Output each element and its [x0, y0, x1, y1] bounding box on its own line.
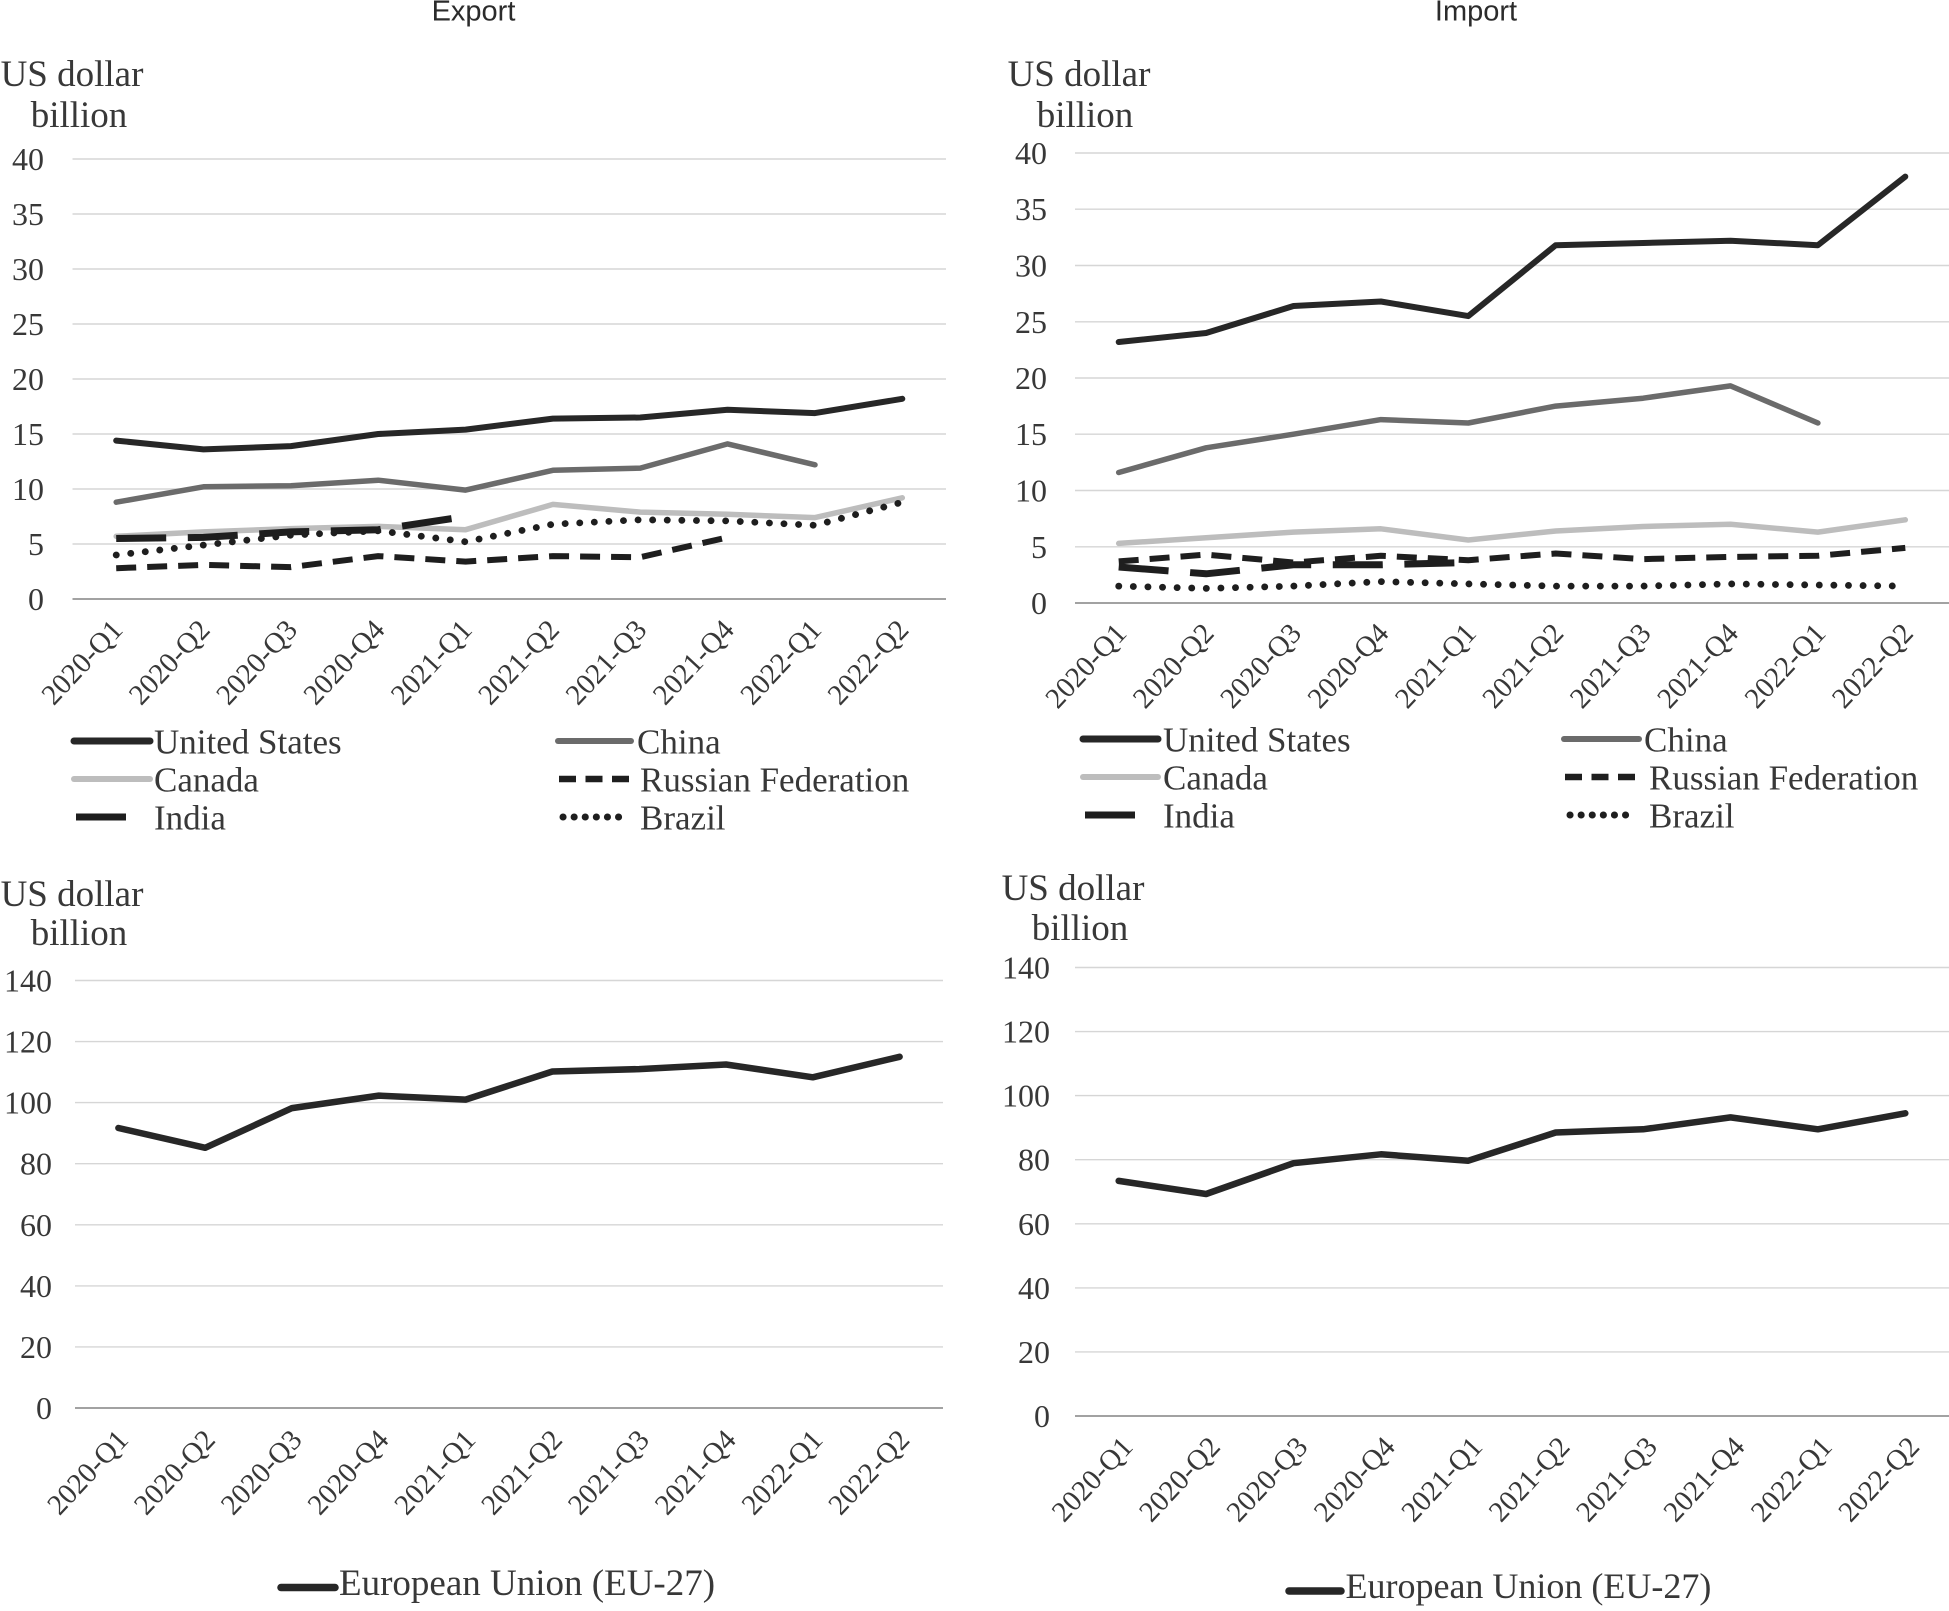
- svg-text:120: 120: [1002, 1014, 1050, 1050]
- svg-text:US dollar: US dollar: [1, 54, 144, 95]
- svg-text:20: 20: [1015, 360, 1047, 396]
- svg-text:billion: billion: [31, 913, 128, 954]
- svg-text:40: 40: [20, 1268, 52, 1304]
- svg-text:China: China: [637, 723, 721, 762]
- svg-text:100: 100: [4, 1085, 52, 1121]
- svg-text:10: 10: [1015, 473, 1047, 509]
- svg-text:European Union (EU-27): European Union (EU-27): [1346, 1566, 1712, 1606]
- svg-text:20: 20: [12, 361, 44, 397]
- svg-text:100: 100: [1002, 1078, 1050, 1114]
- svg-text:140: 140: [4, 963, 52, 999]
- svg-text:Import: Import: [1435, 0, 1517, 28]
- svg-text:US dollar: US dollar: [1008, 54, 1151, 95]
- svg-text:Export: Export: [432, 0, 516, 28]
- svg-text:30: 30: [1015, 248, 1047, 284]
- svg-text:140: 140: [1002, 950, 1050, 986]
- svg-text:10: 10: [12, 471, 44, 507]
- svg-text:60: 60: [1018, 1206, 1050, 1242]
- svg-text:25: 25: [1015, 304, 1047, 340]
- svg-text:Canada: Canada: [154, 761, 259, 800]
- svg-text:India: India: [154, 799, 226, 838]
- svg-text:35: 35: [1015, 191, 1047, 227]
- svg-text:India: India: [1163, 797, 1235, 836]
- svg-text:0: 0: [36, 1390, 52, 1426]
- svg-text:European Union (EU-27): European Union (EU-27): [339, 1563, 715, 1604]
- svg-text:15: 15: [12, 416, 44, 452]
- svg-text:5: 5: [1031, 529, 1047, 565]
- svg-text:20: 20: [1018, 1334, 1050, 1370]
- svg-text:20: 20: [20, 1329, 52, 1365]
- svg-text:15: 15: [1015, 416, 1047, 452]
- svg-text:Brazil: Brazil: [640, 799, 726, 838]
- svg-text:120: 120: [4, 1024, 52, 1060]
- svg-text:Canada: Canada: [1163, 759, 1268, 798]
- svg-text:US dollar: US dollar: [1002, 868, 1145, 909]
- svg-text:Russian Federation: Russian Federation: [640, 761, 909, 800]
- svg-text:Brazil: Brazil: [1649, 797, 1735, 836]
- svg-text:China: China: [1644, 721, 1728, 760]
- svg-text:5: 5: [28, 526, 44, 562]
- svg-text:40: 40: [1018, 1270, 1050, 1306]
- svg-text:40: 40: [1015, 135, 1047, 171]
- svg-text:30: 30: [12, 251, 44, 287]
- svg-text:Russian Federation: Russian Federation: [1649, 759, 1918, 798]
- svg-text:0: 0: [1034, 1398, 1050, 1434]
- svg-text:0: 0: [1031, 585, 1047, 621]
- svg-text:United States: United States: [1163, 721, 1351, 760]
- svg-text:billion: billion: [31, 95, 128, 136]
- svg-text:35: 35: [12, 196, 44, 232]
- svg-text:US dollar: US dollar: [1, 874, 144, 915]
- svg-text:80: 80: [1018, 1142, 1050, 1178]
- svg-text:United States: United States: [154, 723, 342, 762]
- svg-text:60: 60: [20, 1207, 52, 1243]
- svg-text:billion: billion: [1037, 95, 1134, 136]
- svg-text:80: 80: [20, 1146, 52, 1182]
- svg-text:billion: billion: [1032, 908, 1129, 949]
- svg-text:0: 0: [28, 581, 44, 617]
- svg-text:25: 25: [12, 306, 44, 342]
- svg-text:40: 40: [12, 141, 44, 177]
